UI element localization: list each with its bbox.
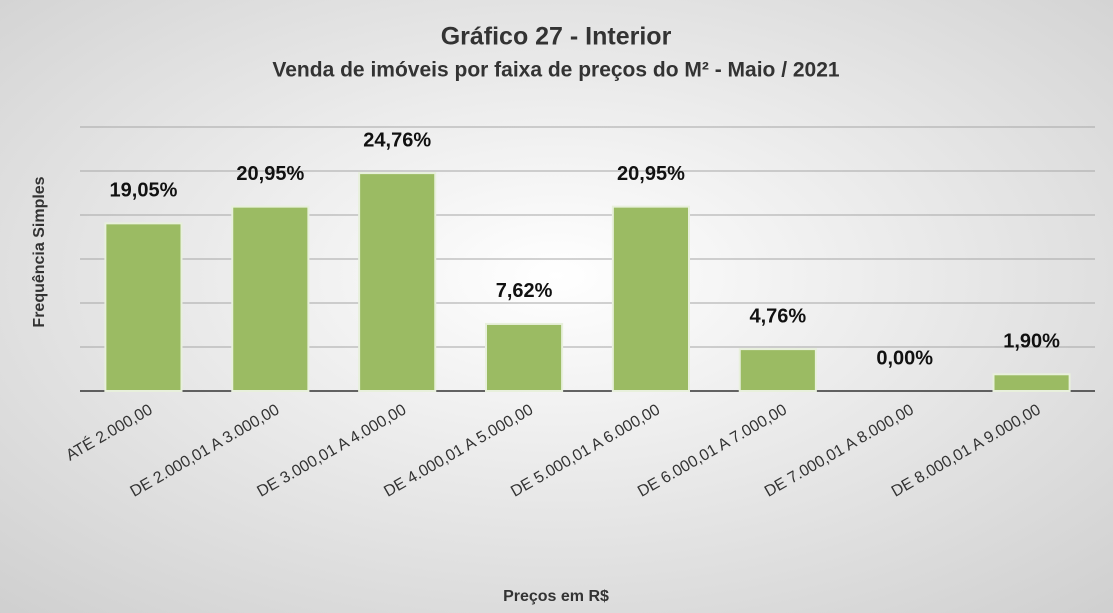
bar [104,222,183,392]
bar [358,172,437,392]
x-axis-title: Preços em R$ [503,588,609,605]
value-label: 4,76% [749,305,806,327]
y-axis-title: Frequência Simples [31,176,48,327]
bar [992,373,1071,392]
value-label: 7,62% [496,280,553,302]
chart-title: Gráfico 27 - Interior [441,23,672,51]
value-label: 24,76% [363,129,431,151]
bar [738,348,817,392]
chart-subtitle: Venda de imóveis por faixa de preços do … [272,59,839,82]
bar [485,322,564,392]
value-label: 20,95% [617,163,685,185]
value-label: 19,05% [110,180,178,202]
value-label: 0,00% [876,347,933,369]
bar [611,205,690,392]
value-label: 1,90% [1003,331,1060,353]
value-label: 20,95% [236,163,304,185]
bar [231,205,310,392]
